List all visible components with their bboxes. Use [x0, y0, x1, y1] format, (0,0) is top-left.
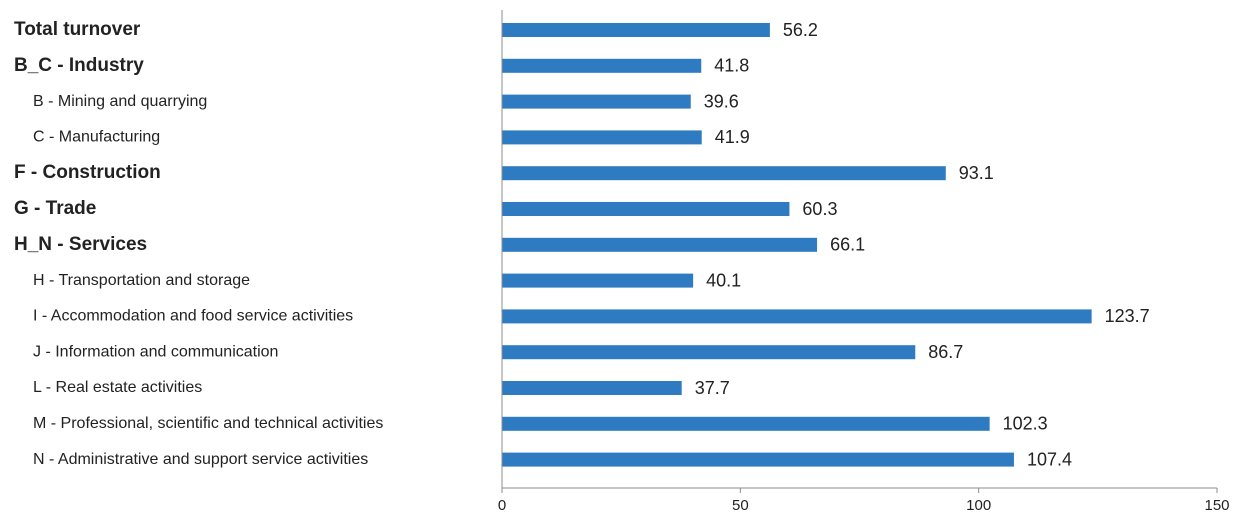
data-label: 86.7: [928, 342, 963, 362]
data-label: 39.6: [704, 91, 739, 111]
category-label: I - Accommodation and food service activ…: [33, 308, 353, 325]
x-tick-label: 0: [498, 497, 506, 512]
bar: [502, 237, 818, 252]
data-label: 102.3: [1003, 414, 1048, 434]
bar: [502, 345, 916, 360]
bar: [502, 130, 702, 145]
bar: [502, 202, 790, 216]
bar: [502, 381, 682, 395]
bar: [502, 23, 770, 37]
bar: [502, 58, 702, 73]
data-label: 66.1: [830, 235, 865, 255]
data-label: 41.8: [714, 56, 749, 76]
category-label: Total turnover: [14, 19, 141, 40]
value-labels: 56.2 41.8 39.6 41.9 93.1 60.3 66.1 40.1 123.7 86.…: [695, 20, 1150, 470]
bar: [502, 309, 1092, 324]
x-tick-label: 50: [732, 497, 749, 512]
category-label: N - Administrative and support service a…: [33, 451, 368, 468]
x-tick-label: 100: [966, 497, 991, 512]
category-label: B - Mining and quarrying: [33, 93, 207, 110]
data-label: 41.9: [715, 127, 750, 147]
category-label: B_C - Industry: [14, 55, 144, 76]
category-label: J - Information and communication: [33, 343, 278, 360]
bar: [502, 416, 990, 431]
bar: [502, 166, 946, 181]
bar: [502, 452, 1014, 467]
category-label: M - Professional, scientific and technic…: [33, 415, 383, 432]
data-label: 93.1: [959, 163, 994, 183]
bars: [502, 23, 1092, 467]
category-labels: Total turnover B_C - Industry B - Mining a…: [14, 19, 383, 468]
bar: [502, 94, 691, 109]
data-label: 56.2: [783, 20, 818, 40]
bar: [502, 273, 694, 288]
category-label: L - Real estate activities: [33, 379, 202, 396]
data-label: 123.7: [1105, 306, 1150, 326]
x-axis: 0 50 100 150: [498, 10, 1230, 512]
category-label: F - Construction: [14, 162, 161, 183]
category-label: G - Trade: [14, 198, 96, 219]
x-tick-label: 150: [1204, 497, 1229, 512]
data-label: 40.1: [706, 270, 741, 290]
data-label: 37.7: [695, 378, 730, 398]
category-label: H - Transportation and storage: [33, 272, 250, 289]
data-label: 60.3: [802, 199, 837, 219]
category-label: H_N - Services: [14, 234, 147, 255]
data-label: 107.4: [1027, 449, 1072, 469]
category-label: C - Manufacturing: [33, 129, 160, 146]
